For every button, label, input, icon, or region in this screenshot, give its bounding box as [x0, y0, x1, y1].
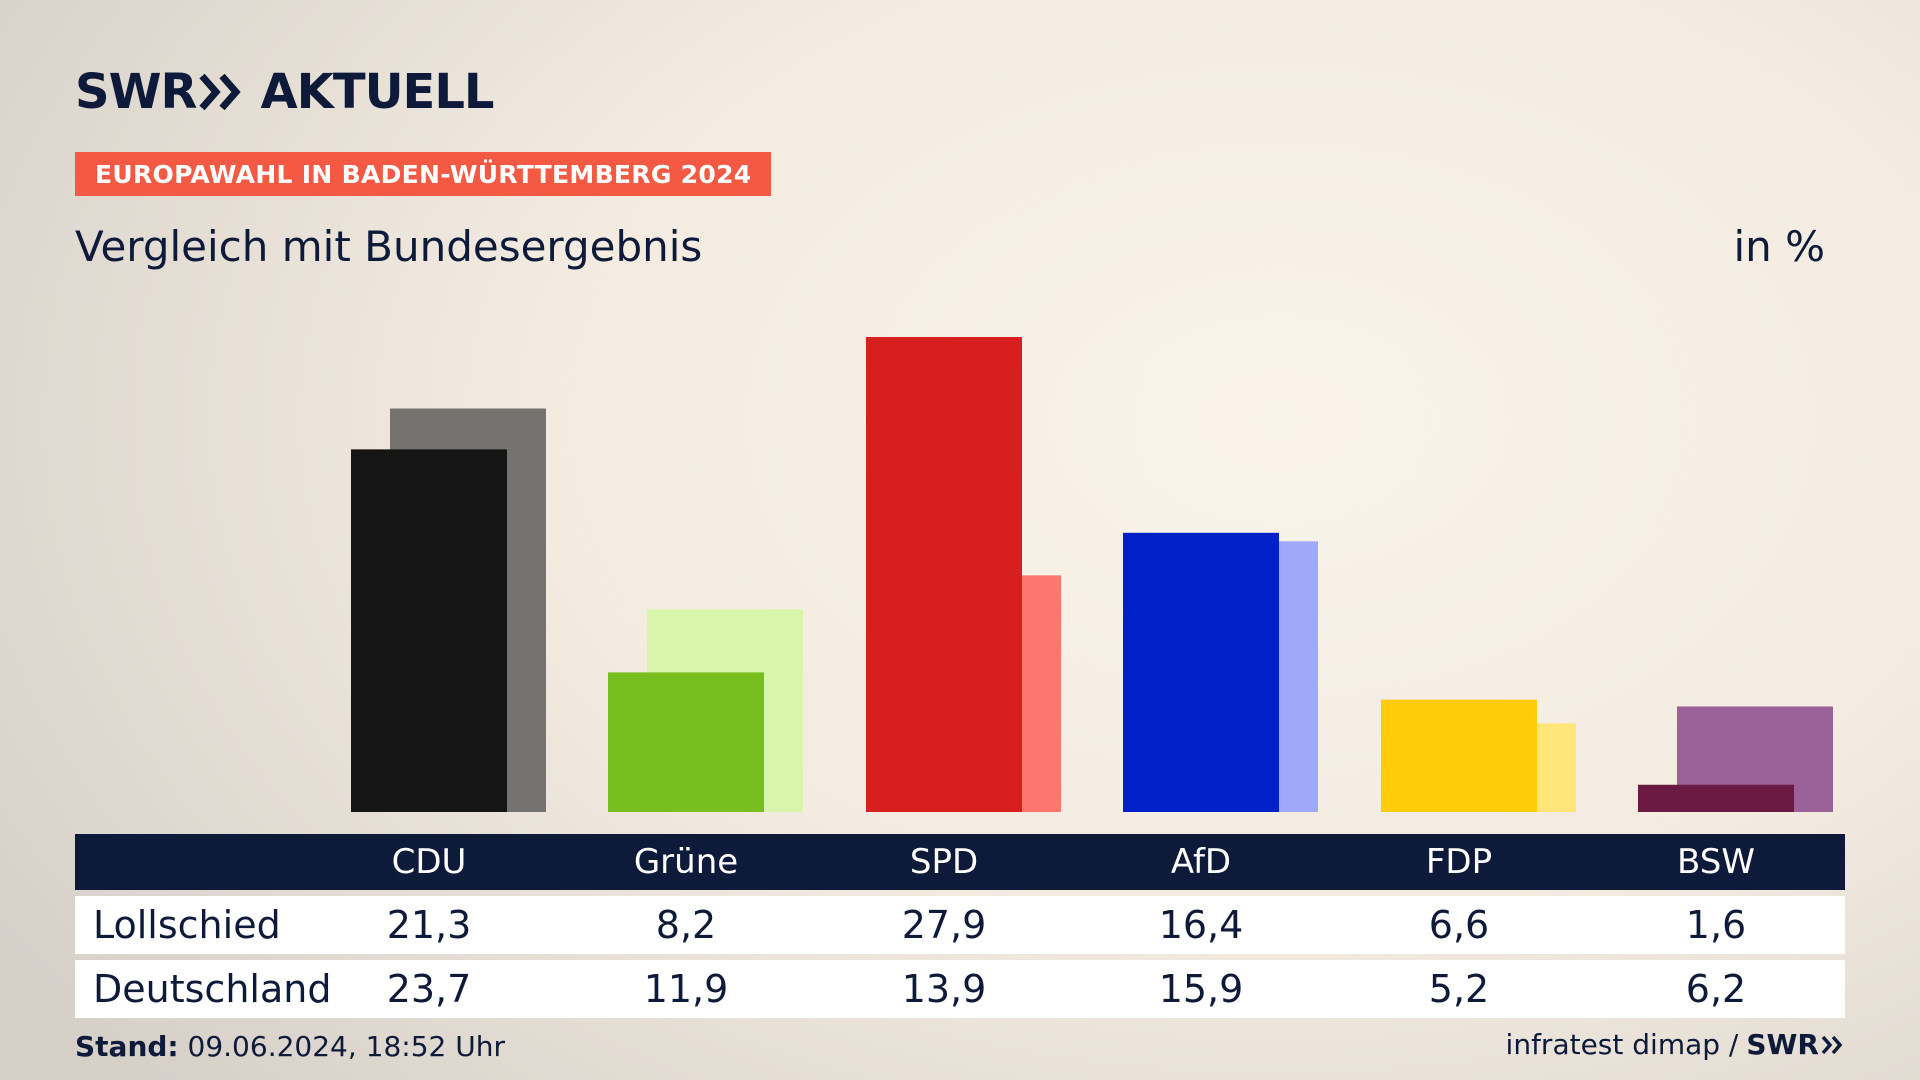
logo-swr-text: SWR	[75, 64, 197, 120]
unit-label: in %	[1733, 222, 1825, 271]
source-credit: infratest dimap / SWR	[1506, 1028, 1845, 1061]
double-chevron-icon	[199, 73, 242, 111]
bar-chart	[351, 337, 1833, 812]
data-label-lollschied-fdp: 6,6	[1428, 903, 1490, 947]
data-label-lollschied-spd: 27,9	[901, 903, 987, 947]
row-label-lollschied: Lollschied	[93, 903, 281, 947]
data-label-deutschland-cdu: 23,7	[386, 967, 472, 1011]
tick-label-afd: AfD	[1170, 842, 1232, 882]
source-logo: SWR	[1746, 1028, 1845, 1061]
table-row-deutschland: Deutschland 23,7 11,9 13,9 15,9 5,2 6,2	[75, 960, 1845, 1018]
bar-lollschied-afd	[1123, 532, 1279, 812]
row-label-deutschland: Deutschland	[93, 967, 332, 1011]
data-label-deutschland-fdp: 5,2	[1428, 967, 1490, 1011]
bar-lollschied-fdp	[1381, 699, 1537, 812]
tick-label-spd: SPD	[909, 842, 979, 882]
double-chevron-icon	[1821, 1035, 1843, 1054]
results-table: CDU Grüne SPD AfD FDP BSW Lollschied 21,3 8,2 2…	[75, 834, 1845, 1018]
data-label-lollschied-grne: 8,2	[655, 903, 717, 947]
table-header-row: CDU Grüne SPD AfD FDP BSW	[75, 834, 1845, 890]
source-text: infratest dimap /	[1505, 1028, 1739, 1061]
timestamp: Stand: 09.06.2024, 18:52 Uhr	[75, 1030, 505, 1063]
source-logo-text: SWR	[1746, 1028, 1819, 1061]
bar-lollschied-bsw	[1638, 784, 1794, 812]
data-label-lollschied-bsw: 1,6	[1685, 903, 1747, 947]
tick-label-cdu: CDU	[391, 842, 467, 882]
stand-value: 09.06.2024, 18:52 Uhr	[187, 1030, 505, 1063]
tick-label-bsw: BSW	[1677, 842, 1755, 882]
bar-lollschied-spd	[866, 337, 1022, 812]
bar-lollschied-cdu	[351, 449, 507, 812]
data-label-lollschied-afd: 16,4	[1158, 903, 1244, 947]
data-label-deutschland-spd: 13,9	[901, 967, 987, 1011]
bar-lollschied-grne	[608, 672, 764, 812]
data-label-deutschland-afd: 15,9	[1158, 967, 1244, 1011]
tick-label-fdp: FDP	[1425, 842, 1493, 882]
logo-aktuell-text: AKTUELL	[260, 64, 494, 120]
tick-label-grne: Grüne	[633, 842, 739, 882]
data-label-deutschland-grne: 11,9	[643, 967, 729, 1011]
table-row-lollschied: Lollschied 21,3 8,2 27,9 16,4 6,6 1,6	[75, 896, 1845, 954]
election-badge: EUROPAWAHL IN BADEN-WÜRTTEMBERG 2024	[75, 152, 772, 196]
data-label-lollschied-cdu: 21,3	[386, 903, 472, 947]
chart-subtitle: Vergleich mit Bundesergebnis	[75, 222, 703, 271]
data-label-deutschland-bsw: 6,2	[1685, 967, 1747, 1011]
stand-label: Stand:	[75, 1030, 179, 1063]
swr-aktuell-logo: SWR AKTUELL	[75, 64, 495, 120]
